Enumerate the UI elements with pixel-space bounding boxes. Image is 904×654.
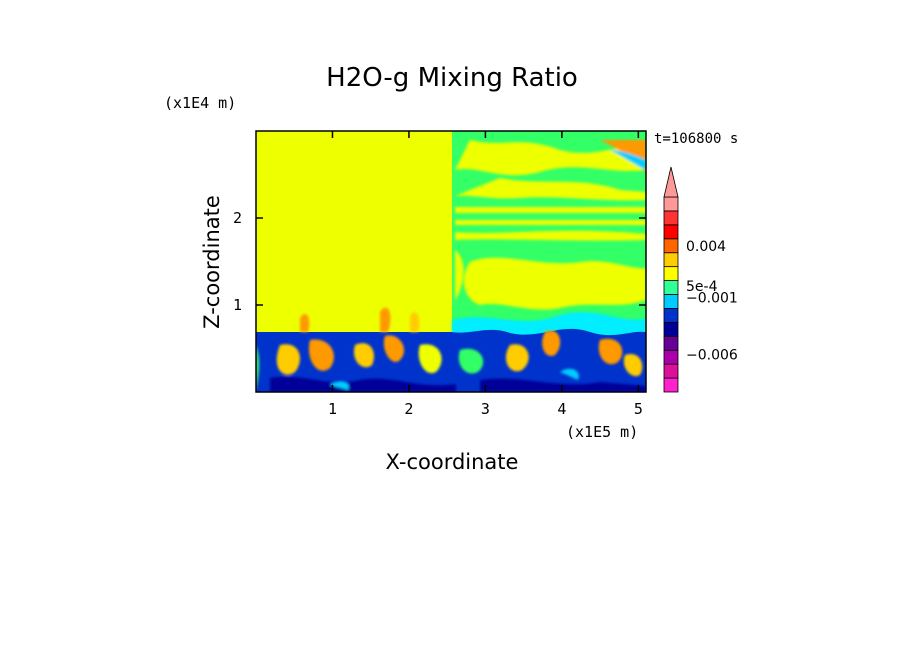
colorbar-swatch xyxy=(663,321,679,337)
colorbar-swatch xyxy=(663,294,679,309)
heatmap-field xyxy=(256,131,646,392)
x-axis: 1 2 3 4 5 xyxy=(328,131,643,418)
time-label: t=106800 s xyxy=(654,131,738,147)
colorbar-swatch xyxy=(663,196,679,212)
x-tick-label: 3 xyxy=(481,400,490,418)
x-tick-label: 5 xyxy=(634,400,643,418)
y-scale-label: (x1E4 m) xyxy=(164,94,236,112)
plot-frame xyxy=(255,130,647,393)
y-axis: 12 xyxy=(233,209,646,314)
boundary-layer-eddies xyxy=(256,330,646,392)
colorbar-label: −0.001 xyxy=(686,290,738,306)
right-side-structures xyxy=(455,140,646,310)
colorbar-swatch xyxy=(663,363,679,379)
colorbar-swatch xyxy=(663,238,679,254)
y-axis-label: Z-coordinate xyxy=(200,195,224,329)
colorbar-swatch xyxy=(663,266,679,281)
colorbar-label: 5e-4 xyxy=(686,279,718,295)
x-tick-label: 4 xyxy=(557,400,566,418)
colorbar-swatch xyxy=(663,308,679,323)
colorbar-swatch xyxy=(663,280,679,295)
colorbar-label: −0.006 xyxy=(686,347,738,363)
colorbar-extend-arrow xyxy=(663,166,679,198)
colorbar: 0.004 5e-4−0.001 −0.006 xyxy=(663,166,738,393)
colorbar-swatch xyxy=(663,252,679,268)
x-axis-label: X-coordinate xyxy=(386,450,519,474)
y-tick-label: 1 xyxy=(233,296,242,314)
x-tick-label: 2 xyxy=(404,400,413,418)
colorbar-label: 0.004 xyxy=(686,239,726,255)
colorbar-swatch xyxy=(663,335,679,351)
colorbar-swatch xyxy=(663,349,679,365)
convective-plumes xyxy=(300,307,420,332)
colorbar-swatch xyxy=(663,210,679,226)
x-scale-label: (x1E5 m) xyxy=(566,423,638,441)
y-tick-label: 2 xyxy=(233,209,242,227)
colorbar-swatch xyxy=(663,224,679,240)
x-tick-label: 1 xyxy=(328,400,337,418)
colorbar-swatch xyxy=(663,377,679,393)
chart-title: H2O-g Mixing Ratio xyxy=(326,63,578,93)
